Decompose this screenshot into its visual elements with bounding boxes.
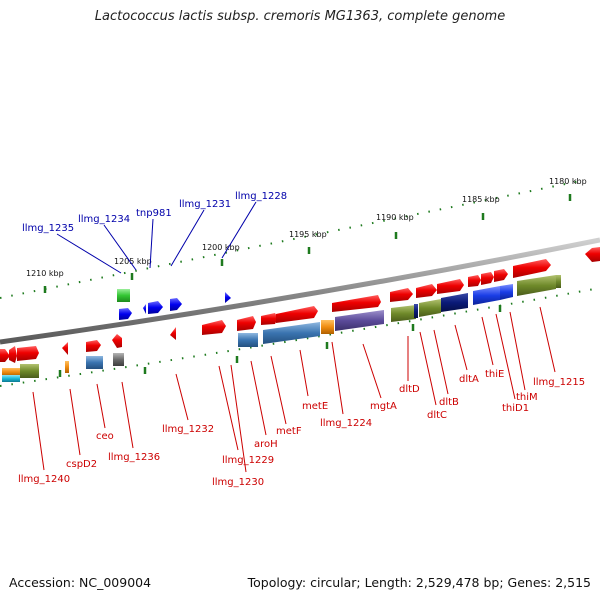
label-thiE: thiE [485,369,504,380]
feature-llmg_1235[interactable] [119,308,132,320]
bottom-leader-lines [32,306,556,473]
ribbon-olive-1215[interactable] [517,275,556,296]
label-cspD2: cspD2 [66,459,97,470]
ribbon-blue-metF[interactable] [263,322,320,344]
label-tnp981: tnp981 [136,208,172,219]
label-llmg_1231: llmg_1231 [179,199,231,210]
ribbon-navy-dltD[interactable] [414,304,418,318]
label-llmg_1224: llmg_1224 [320,418,372,429]
kbp-label-1180: 1180 kbp [549,177,587,186]
genome-backbone [0,237,600,345]
kbp-label-1185: 1185 kbp [462,195,500,204]
ribbon-orange-metE[interactable] [321,320,334,334]
label-dltA: dltA [459,374,479,385]
gene-arrow-3[interactable] [17,346,39,361]
label-llmg_1215: llmg_1215 [533,377,585,388]
bottom-labels: llmg_1240 cspD2 ceo llmg_1236 llmg_1232 … [18,369,585,488]
top-labels: llmg_1235 llmg_1234 tnp981 llmg_1231 llm… [22,191,287,234]
gene-arrow-5[interactable] [86,340,101,352]
label-llmg_1234: llmg_1234 [78,214,130,225]
ribbon-olive-left[interactable] [20,364,39,378]
gene-arrow-13[interactable] [390,288,413,302]
feature-tnp981[interactable] [148,301,163,314]
label-llmg_1228: llmg_1228 [235,191,287,202]
ribbon-gray-1236[interactable] [113,353,124,366]
gene-arrow-2[interactable] [9,346,17,363]
label-mgtA: mgtA [370,401,397,412]
outer-scale-major-ticks [43,194,572,293]
label-metE: metE [302,401,328,412]
top-leader-lines [56,201,257,274]
red-gene-arrows [0,247,600,363]
ribbon-olive-dltB[interactable] [419,299,441,317]
label-ceo: ceo [96,431,114,442]
ribbon-blue-ceo[interactable] [86,356,103,369]
gene-arrow-9[interactable] [237,316,256,331]
kbp-labels: 1180 kbp 1185 kbp 1190 kbp 1195 kbp 1200… [26,177,587,278]
kbp-label-1195: 1195 kbp [289,230,327,239]
kbp-label-1205: 1205 kbp [114,257,152,266]
label-llmg_1235: llmg_1235 [22,223,74,234]
ribbon-blue-thiM[interactable] [500,284,513,300]
inner-scale-major-ticks [58,305,502,377]
label-llmg_1230: llmg_1230 [212,477,264,488]
ribbon-navy-dltA[interactable] [441,293,468,312]
upper-strand-features [117,289,231,320]
gene-arrow-4[interactable] [62,342,68,355]
map-title: Lactococcus lactis subsp. cremoris MG136… [94,9,506,24]
label-llmg_1229: llmg_1229 [222,455,274,466]
label-dltC: dltC [427,410,447,421]
feature-llmg_1234[interactable] [143,304,146,314]
ribbon-orange-small[interactable] [65,361,69,373]
label-dltD: dltD [399,384,420,395]
gene-arrow-1[interactable] [0,349,10,362]
label-thiM: thiM [516,392,538,403]
gene-arrow-19[interactable] [513,259,551,278]
accession-text: Accession: NC_009004 [9,575,152,590]
label-dltB: dltB [439,397,459,408]
label-llmg_1236: llmg_1236 [108,452,160,463]
label-thiD1: thiD1 [502,403,529,414]
gene-arrow-17[interactable] [481,272,494,285]
gene-arrow-6[interactable] [112,334,122,348]
gene-arrow-8[interactable] [202,320,226,335]
kbp-label-1190: 1190 kbp [376,213,414,222]
label-metF: metF [276,426,302,437]
kbp-label-1210: 1210 kbp [26,269,64,278]
gene-arrow-16[interactable] [468,275,481,287]
gene-arrow-15[interactable] [437,279,464,294]
gene-arrow-12[interactable] [332,295,381,312]
ribbon-olive-1215-end[interactable] [556,275,561,288]
gene-arrow-18[interactable] [494,269,508,282]
feature-llmg_1231[interactable] [170,298,182,311]
label-llmg_1232: llmg_1232 [162,424,214,435]
feature-green-box[interactable] [117,289,130,302]
feature-ribbons [2,275,561,382]
genome-stats-text: Topology: circular; Length: 2,529,478 bp… [247,575,591,590]
gene-arrow-20[interactable] [585,247,600,262]
ribbon-purple-mgtA[interactable] [335,310,384,331]
label-llmg_1240: llmg_1240 [18,474,70,485]
gene-arrow-11[interactable] [276,306,318,323]
gene-arrow-10[interactable] [261,313,278,325]
ribbon-orange-left[interactable] [2,368,20,376]
kbp-label-1200: 1200 kbp [202,243,240,252]
ribbon-blue-thi[interactable] [473,286,500,305]
ribbon-olive-dltD[interactable] [391,305,416,322]
ribbon-blue-1229[interactable] [238,333,258,347]
gene-arrow-14[interactable] [416,284,437,298]
feature-llmg_1228[interactable] [225,292,231,303]
ribbon-cyan-left[interactable] [2,375,20,382]
label-aroH: aroH [254,439,278,450]
gene-arrow-7[interactable] [170,327,176,340]
